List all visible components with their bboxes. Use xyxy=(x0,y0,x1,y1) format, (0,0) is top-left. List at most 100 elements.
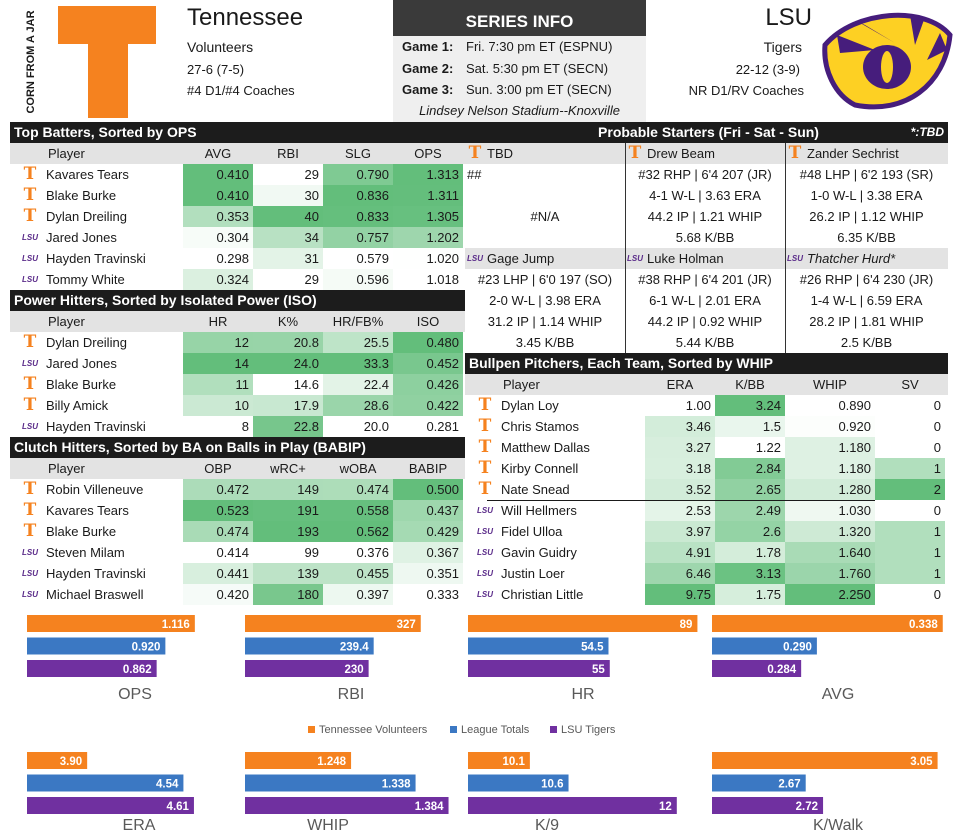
away-record: 22-12 (3-9) xyxy=(735,62,800,77)
bar-value-label: 4.61 xyxy=(167,801,190,813)
game-text: Sun. 3:00 pm ET (SECN) xyxy=(466,82,612,97)
stat-cell: 0.420 xyxy=(183,584,253,605)
stat-cell: 149 xyxy=(253,479,323,500)
bar-value-label: 1.248 xyxy=(317,756,346,768)
stat-cell: 0.452 xyxy=(393,353,463,374)
stat-cell: 99 xyxy=(253,542,323,563)
stat-cell: 1.320 xyxy=(785,521,875,542)
bar-value-label: 89 xyxy=(680,619,693,631)
series-venue: Lindsey Nelson Stadium--Knoxville xyxy=(419,103,620,118)
stat-cell: 1.313 xyxy=(393,164,463,185)
stat-cell: 1 xyxy=(875,563,945,584)
stat-cell: 29 xyxy=(253,164,323,185)
stat-cell: 0.367 xyxy=(393,542,463,563)
legend-swatch xyxy=(550,726,557,733)
starter-line: 5.68 K/BB xyxy=(675,230,735,245)
bar-value-label: 1.338 xyxy=(382,779,411,791)
team-icon: T xyxy=(478,395,492,415)
stat-cell: 0.437 xyxy=(393,500,463,521)
bar-value-label: 4.54 xyxy=(156,779,179,791)
stat-cell: 2.53 xyxy=(645,500,715,521)
team-icon: LSU xyxy=(22,233,38,242)
team-icon: LSU xyxy=(477,506,493,515)
stat-cell: 8 xyxy=(183,416,253,437)
team-icon: LSU xyxy=(477,527,493,536)
starter-divider xyxy=(625,248,626,353)
stat-cell: 0.757 xyxy=(323,227,393,248)
team-icon: T xyxy=(23,332,37,352)
stat-cell: 14.6 xyxy=(253,374,323,395)
table-title: Clutch Hitters, Sorted by BA on Balls in… xyxy=(10,437,465,458)
team-icon: LSU xyxy=(22,275,38,284)
stat-cell: 11 xyxy=(183,374,253,395)
logo-text: CORN FROM A JAR xyxy=(25,10,37,113)
bar xyxy=(245,797,449,814)
legend-swatch xyxy=(450,726,457,733)
stat-cell: 193 xyxy=(253,521,323,542)
stat-cell: 1.280 xyxy=(785,479,875,500)
table-title: Bullpen Pitchers, Each Team, Sorted by W… xyxy=(465,353,948,374)
starter-line: 6.35 K/BB xyxy=(837,230,896,245)
starter-name-row xyxy=(625,248,785,269)
team-icon: T xyxy=(23,500,37,520)
stat-cell: 0.353 xyxy=(183,206,253,227)
starter-line: 31.2 IP | 1.14 WHIP xyxy=(487,314,603,329)
chart-title: ERA xyxy=(123,817,156,834)
player-name: Dylan Dreiling xyxy=(46,209,127,224)
starter-name-row xyxy=(785,143,948,164)
starter-line: #48 LHP | 6'2 193 (SR) xyxy=(799,167,934,182)
stat-cell: 1 xyxy=(875,521,945,542)
team-icon: LSU xyxy=(627,254,643,263)
pupil xyxy=(881,51,893,83)
stat-cell: 0.324 xyxy=(183,269,253,290)
legend-label: LSU Tigers xyxy=(561,724,616,736)
player-name: Kavares Tears xyxy=(46,503,129,518)
stat-cell: 2.65 xyxy=(715,479,785,500)
stat-cell: 34 xyxy=(253,227,323,248)
bar xyxy=(27,752,88,769)
starter-name: Gage Jump xyxy=(487,251,555,266)
stat-cell: 0 xyxy=(875,395,945,416)
table-header xyxy=(10,458,465,479)
starter-line: 1-4 W-L | 6.59 ERA xyxy=(810,293,923,308)
starter-line: 28.2 IP | 1.81 WHIP xyxy=(809,314,924,329)
player-name: Michael Braswell xyxy=(46,587,144,602)
player-name: Hayden Travinski xyxy=(46,419,146,434)
chart-title: K/9 xyxy=(535,817,559,834)
stat-cell: 2 xyxy=(875,479,945,500)
column-header: wRC+ xyxy=(270,461,306,476)
stat-cell: 28.6 xyxy=(323,395,393,416)
stat-cell: 4.91 xyxy=(645,542,715,563)
stat-cell: 0 xyxy=(875,584,945,605)
stat-cell: 3.46 xyxy=(645,416,715,437)
starter-line: #38 RHP | 6'4 201 (JR) xyxy=(638,272,772,287)
stat-cell: 3.24 xyxy=(715,395,785,416)
stat-cell: 1.78 xyxy=(715,542,785,563)
away-logo xyxy=(822,12,953,110)
team-icon: LSU xyxy=(787,254,803,263)
team-icon: LSU xyxy=(477,590,493,599)
stat-cell: 25.5 xyxy=(323,332,393,353)
player-name: Chris Stamos xyxy=(501,419,580,434)
stat-cell: 0.472 xyxy=(183,479,253,500)
column-header: wOBA xyxy=(339,461,377,476)
bar xyxy=(245,615,421,632)
bar-value-label: 3.05 xyxy=(910,756,933,768)
team-icon: T xyxy=(628,143,642,163)
player-name: Hayden Travinski xyxy=(46,251,146,266)
stat-cell: 29 xyxy=(253,269,323,290)
stat-cell: 1.030 xyxy=(785,500,875,521)
player-name: Fidel Ulloa xyxy=(501,524,563,539)
stat-cell: 0.833 xyxy=(323,206,393,227)
bar xyxy=(27,774,184,792)
player-name: Jared Jones xyxy=(46,356,117,371)
starter-line: 2-0 W-L | 3.98 ERA xyxy=(489,293,601,308)
column-header: Player xyxy=(48,314,85,329)
team-icon: T xyxy=(23,164,37,184)
team-icon: T xyxy=(23,374,37,394)
bar xyxy=(712,774,806,792)
stat-cell: 191 xyxy=(253,500,323,521)
stat-cell: 1 xyxy=(875,458,945,479)
